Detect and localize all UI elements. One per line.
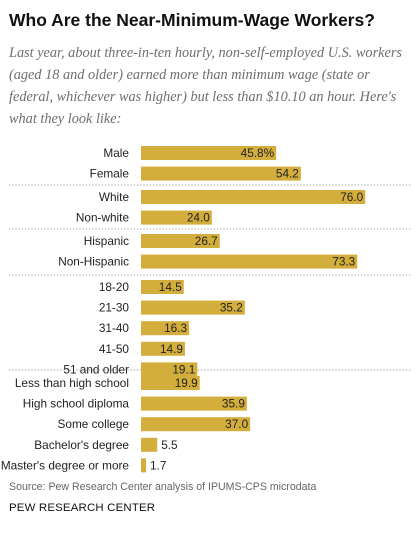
chart-subtitle: Last year, about three-in-ten hourly, no… (9, 45, 402, 127)
bar (141, 417, 251, 432)
category-label: Bachelor's degree (34, 438, 129, 452)
category-label: Hispanic (84, 234, 129, 248)
value-label: 14.9 (160, 342, 183, 356)
category-label: 18-20 (99, 280, 130, 294)
value-label: 37.0 (225, 417, 248, 431)
value-label: 35.2 (220, 301, 243, 315)
value-label: 54.2 (276, 167, 299, 181)
category-label: 21-30 (99, 301, 130, 315)
category-label: Male (103, 146, 129, 160)
value-label: 14.5 (159, 280, 182, 294)
bar (141, 166, 301, 181)
value-label: 5.5 (161, 438, 178, 452)
bar (141, 190, 366, 204)
bar (141, 376, 200, 390)
bar (141, 396, 247, 411)
bar (141, 437, 158, 452)
value-label: 45.8% (241, 146, 275, 160)
bar (141, 280, 184, 294)
bar (141, 341, 185, 356)
category-label: Non-Hispanic (58, 255, 129, 269)
value-label: 35.9 (222, 397, 245, 411)
value-label: 1.7 (150, 458, 166, 472)
bar (141, 146, 277, 160)
value-label: 76.0 (340, 190, 363, 204)
value-label: 19.9 (175, 376, 198, 390)
category-label: Some college (58, 417, 130, 431)
bar (141, 300, 245, 315)
bar (141, 458, 147, 473)
category-label: 41-50 (99, 342, 130, 356)
category-label: Non-white (76, 211, 130, 225)
chart-title: Who Are the Near-Minimum-Wage Workers? (9, 10, 375, 30)
category-label: Female (90, 167, 130, 181)
category-label: High school diploma (23, 397, 130, 411)
category-label: 31-40 (99, 321, 130, 335)
category-label: White (99, 190, 130, 204)
value-label: 24.0 (187, 211, 210, 225)
category-label: Less than high school (15, 376, 129, 390)
value-label: 16.3 (164, 321, 187, 335)
bar (141, 234, 220, 248)
bar (141, 210, 212, 225)
value-label: 26.7 (195, 234, 218, 248)
bar (141, 254, 358, 269)
source-note: Source: Pew Research Center analysis of … (9, 481, 317, 493)
publisher-brand: PEW RESEARCH CENTER (9, 502, 156, 514)
category-label: Master's degree or more (1, 458, 130, 472)
value-label: 73.3 (332, 255, 355, 269)
value-label: 19.1 (172, 362, 195, 376)
category-label: 51 and older (63, 362, 129, 376)
bar (141, 362, 198, 377)
bar (141, 321, 190, 336)
